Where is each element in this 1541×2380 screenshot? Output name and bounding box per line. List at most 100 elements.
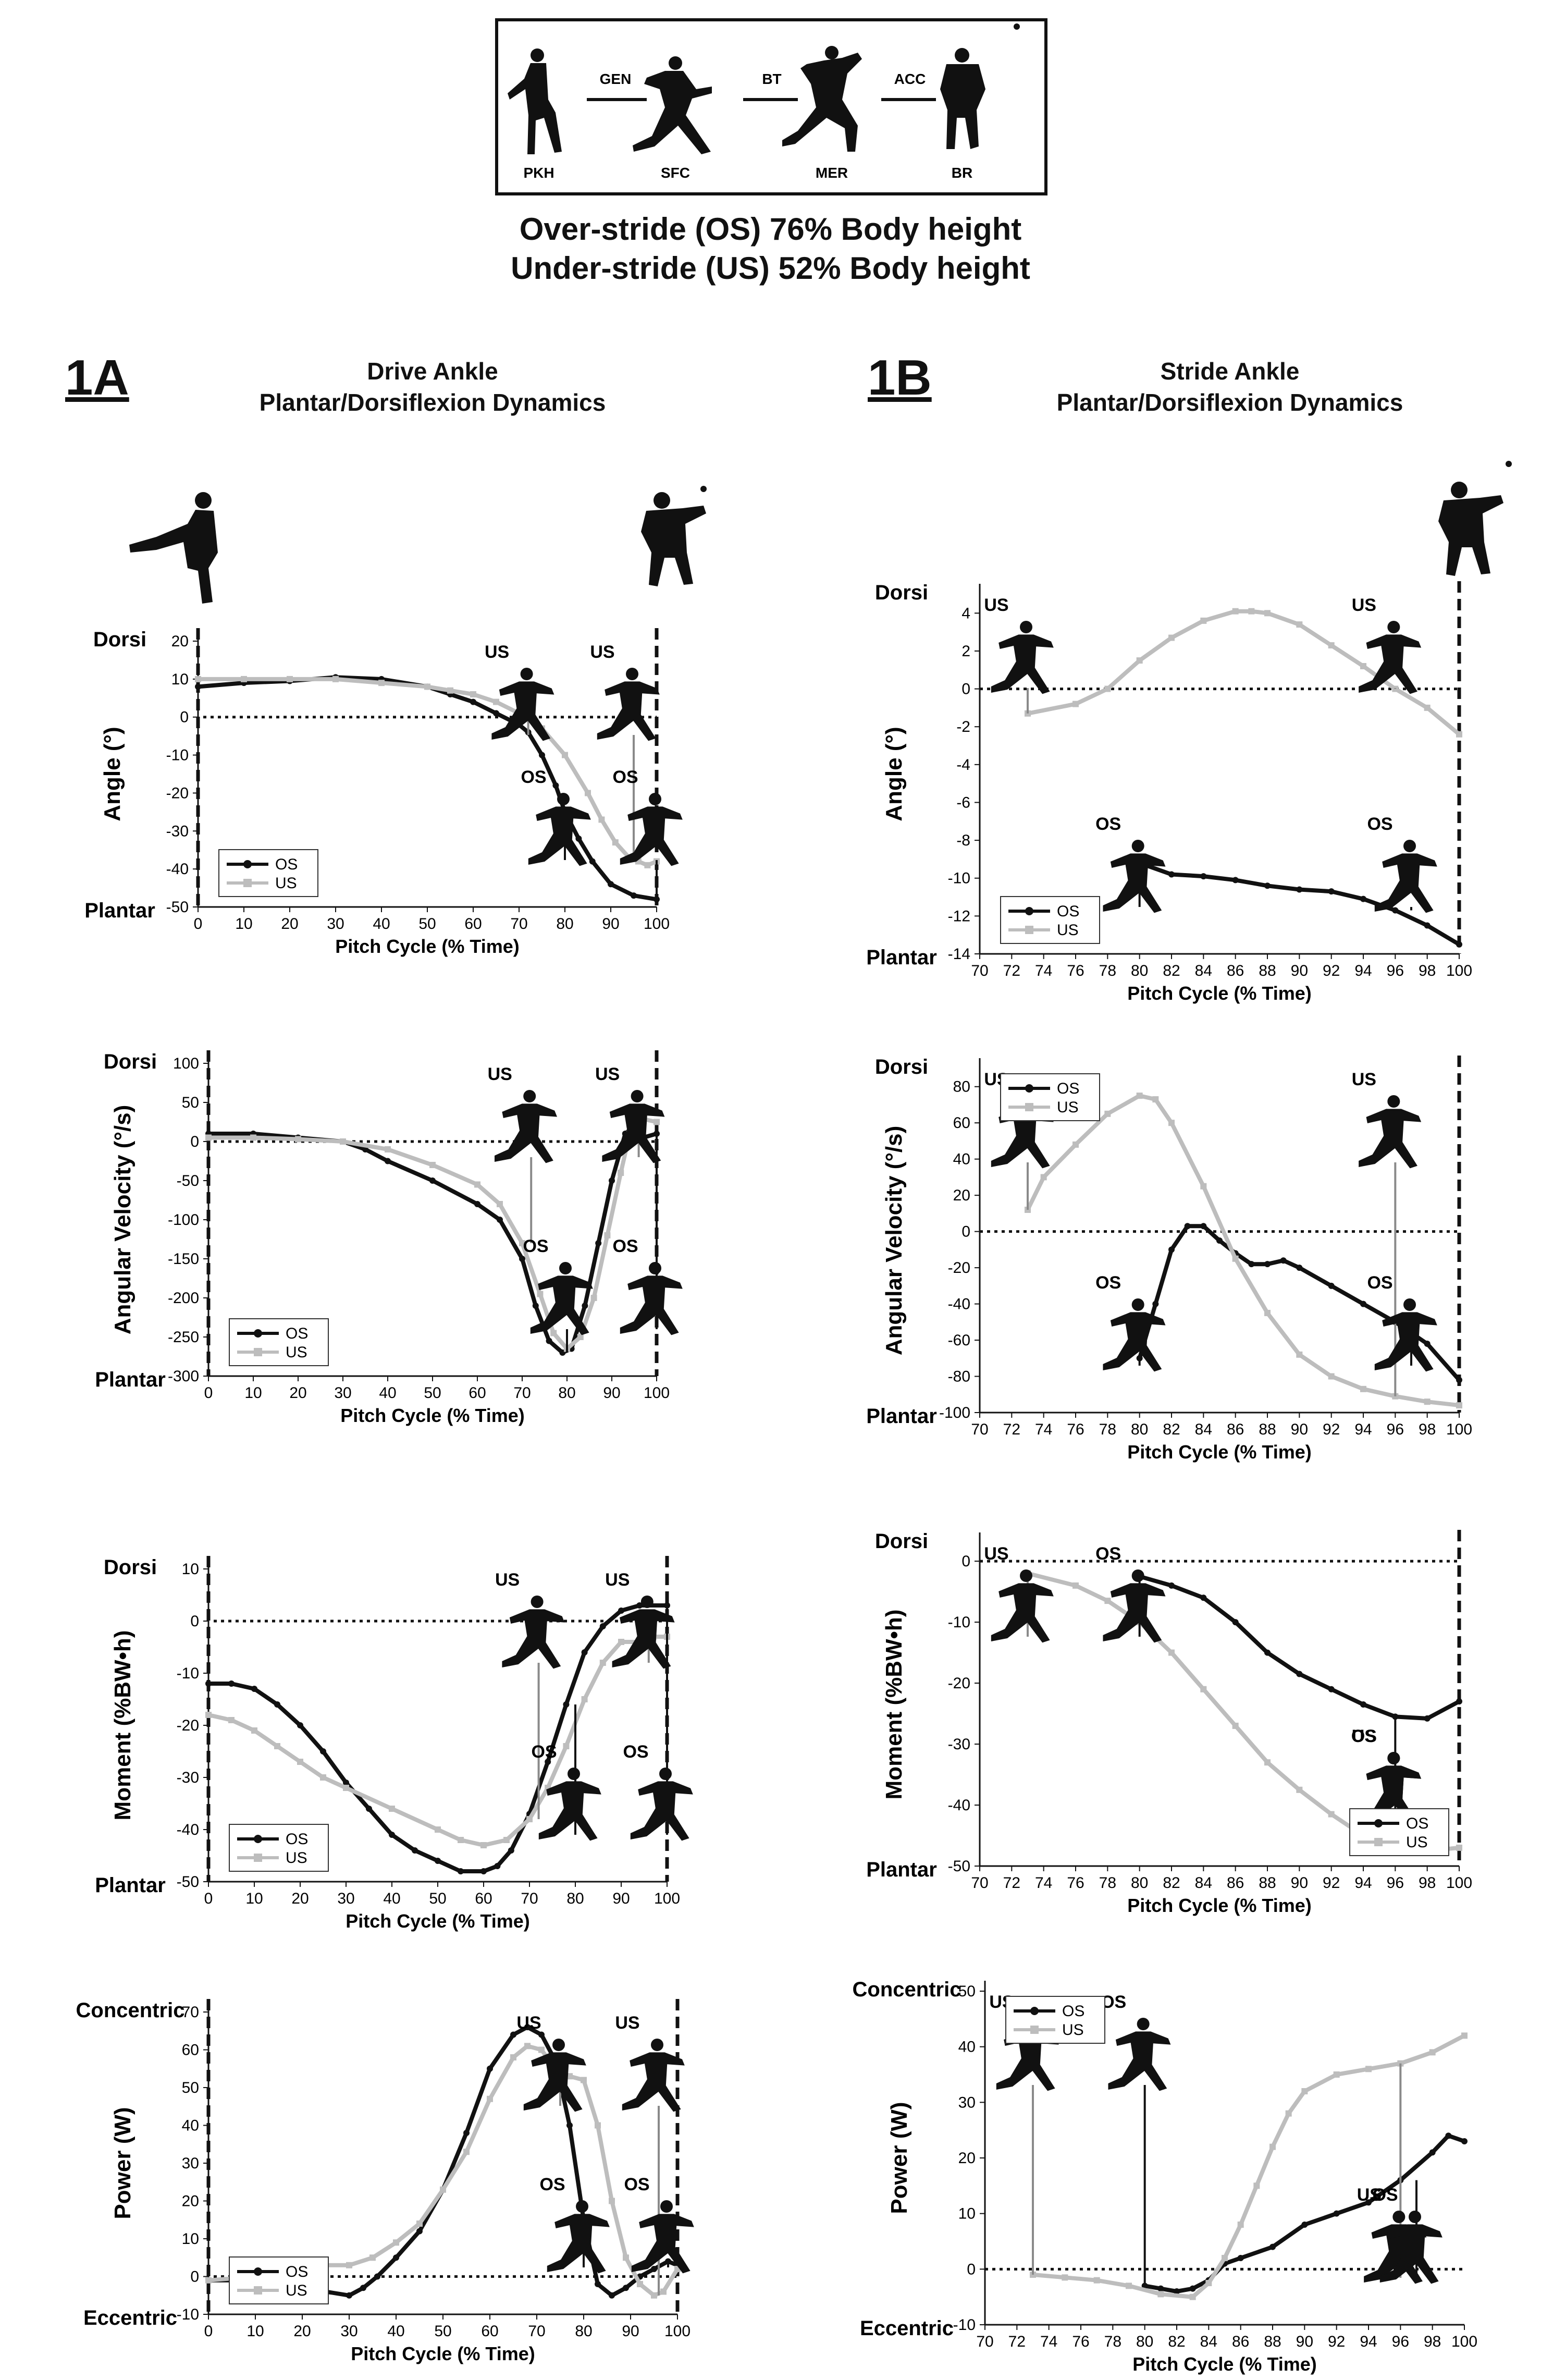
pitcher-silhouette-icon <box>940 23 1020 149</box>
event-marker-label: OS <box>531 1742 557 1762</box>
data-point-os <box>1280 1257 1287 1264</box>
chart-drive-moment: 0 10 20 30 40 50 60 70 80 90 100 -50 -40 -30 -20 -10 0 10… <box>95 1556 693 1932</box>
legend-box <box>1000 1073 1100 1121</box>
data-point-os <box>1365 2199 1372 2206</box>
legend-label: US <box>286 2282 307 2299</box>
data-point-us <box>470 691 476 697</box>
y-tick-label: -200 <box>168 1290 199 1307</box>
x-tick-label: 92 <box>1323 1874 1340 1892</box>
chart-stride-power: 70 72 74 76 78 80 82 84 86 88 90 92 94 96 98 100 -10 0 10 2… <box>853 1978 1478 2375</box>
data-point-us <box>1264 610 1271 617</box>
x-axis-label: Pitch Cycle (% Time) <box>1127 1441 1311 1463</box>
series-line-us <box>1032 2033 1465 2299</box>
x-tick-label: 10 <box>235 915 252 933</box>
x-tick-label: 74 <box>1040 2333 1057 2350</box>
x-tick-label: 20 <box>291 1890 309 1907</box>
data-point-us <box>480 1842 487 1848</box>
event-marker-label: OS <box>521 767 546 787</box>
data-point-us <box>1328 1373 1335 1380</box>
y-tick-label: -40 <box>948 1797 970 1814</box>
direction-label-bottom: Plantar <box>84 899 155 922</box>
series-line-us <box>208 2044 680 2298</box>
data-point-us <box>1456 1402 1462 1409</box>
x-tick-label: 98 <box>1419 1421 1436 1438</box>
x-tick-label: 100 <box>644 915 670 933</box>
data-point-os <box>497 1217 503 1223</box>
data-point-us <box>369 2254 376 2261</box>
x-tick-label: 88 <box>1264 2333 1281 2350</box>
direction-label-top: Dorsi <box>104 1050 157 1073</box>
y-axis-label: Angular Velocity (°/s) <box>110 1105 135 1335</box>
data-point-us <box>1333 2071 1340 2078</box>
direction-label-top: Dorsi <box>875 1056 928 1078</box>
x-tick-label: 94 <box>1354 962 1372 979</box>
data-point-os <box>494 1863 501 1869</box>
y-tick-label: 0 <box>180 709 189 726</box>
direction-label-bottom: Plantar <box>866 1858 937 1881</box>
x-tick-label: 50 <box>424 1384 441 1402</box>
pitcher-silhouette-icon <box>1374 1298 1437 1372</box>
chart-stride-angle: 70 72 74 76 78 80 82 84 86 88 90 92 94 96 98 100 -14 -12 -… <box>866 581 1472 1004</box>
data-point-us <box>1285 2110 1292 2117</box>
x-tick-label: 80 <box>1131 962 1148 979</box>
x-tick-label: 86 <box>1232 2333 1249 2350</box>
legend-box <box>229 1824 329 1872</box>
y-tick-label: 50 <box>182 2079 199 2096</box>
legend-marker-us <box>254 1348 262 1356</box>
x-tick-label: 100 <box>1446 1874 1472 1892</box>
y-tick-label: -150 <box>168 1250 199 1268</box>
legend-label: US <box>275 875 297 892</box>
legend-marker-os <box>254 2267 262 2276</box>
event-marker-label: OS <box>624 2175 649 2194</box>
pitcher-silhouette-icon <box>622 2039 685 2112</box>
x-tick-label: 30 <box>337 1890 354 1907</box>
legend-marker-us <box>254 1854 262 1862</box>
legend-label: OS <box>275 856 298 873</box>
x-tick-label: 96 <box>1392 2333 1409 2350</box>
data-point-os <box>251 1686 257 1692</box>
pitcher-silhouette-icon <box>1103 1298 1166 1372</box>
y-tick-label: 30 <box>182 2155 199 2172</box>
data-point-us <box>1222 2255 1228 2261</box>
series-line-os <box>1137 1224 1461 1382</box>
data-point-us <box>1136 657 1143 664</box>
data-point-os <box>228 1680 235 1687</box>
transition-label: BT <box>762 71 781 87</box>
data-point-us <box>1104 1598 1111 1604</box>
data-point-us <box>250 1134 256 1141</box>
data-point-os <box>463 2130 470 2136</box>
pitcher-silhouette-icon <box>620 793 683 866</box>
data-point-us <box>1301 2088 1308 2094</box>
data-point-us <box>519 1240 525 1246</box>
data-point-os <box>1157 2285 1164 2292</box>
data-point-us <box>1328 1811 1335 1818</box>
event-marker-label: US <box>615 2013 639 2033</box>
event-marker-label: OS <box>1372 2185 1398 2205</box>
data-point-os <box>1456 1698 1462 1705</box>
x-tick-label: 40 <box>387 2323 404 2340</box>
legend-label: US <box>286 1344 307 1361</box>
data-point-os <box>1429 2149 1436 2156</box>
data-point-os <box>589 858 596 865</box>
y-tick-label: -10 <box>177 1665 199 1682</box>
data-point-us <box>1168 1120 1175 1126</box>
data-point-os <box>1360 895 1366 902</box>
y-tick-label: -8 <box>956 832 970 849</box>
x-tick-label: 60 <box>464 915 482 933</box>
data-point-us <box>295 1136 301 1143</box>
data-point-os <box>1248 1261 1255 1268</box>
pitcher-silhouette-icon <box>602 1090 665 1163</box>
data-point-os <box>195 683 201 690</box>
data-point-us <box>393 2239 399 2246</box>
legend-box <box>1349 1808 1449 1856</box>
x-tick-label: 78 <box>1099 962 1116 979</box>
event-marker-label: US <box>485 642 509 662</box>
data-point-us <box>1424 1398 1431 1405</box>
data-point-os <box>1216 1237 1223 1244</box>
event-marker-label: US <box>516 2013 541 2033</box>
y-tick-label: -10 <box>948 870 970 887</box>
data-point-us <box>205 1134 212 1141</box>
data-point-us <box>524 2043 531 2050</box>
y-axis-label: Power (W) <box>886 2102 912 2214</box>
y-axis-label: Power (W) <box>110 2107 135 2219</box>
